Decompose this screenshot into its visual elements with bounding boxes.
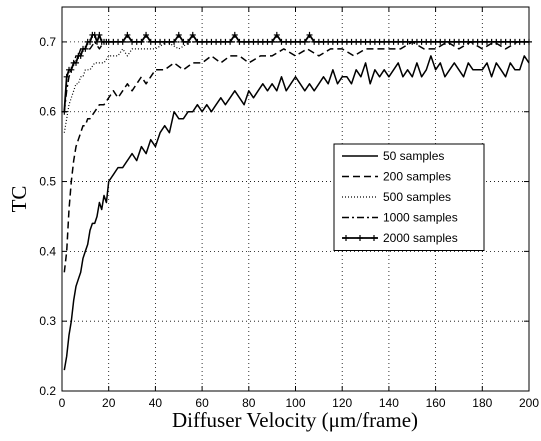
series-marker-4: [124, 31, 131, 38]
series-marker-4: [301, 38, 308, 45]
y-tick-label: 0.7: [39, 35, 56, 49]
series-line-0: [63, 55, 530, 371]
y-tick-label: 0.5: [39, 175, 56, 189]
legend-box: [333, 143, 485, 251]
series-marker-4: [63, 73, 70, 80]
x-tick-label: 0: [59, 396, 66, 410]
x-tick-label: 80: [242, 396, 256, 410]
plot-series: [61, 31, 532, 371]
y-tick-label: 0.3: [39, 314, 56, 328]
legend-label-0: 50 samples: [383, 149, 444, 163]
series-marker-4: [189, 31, 196, 38]
series-marker-4: [138, 38, 145, 45]
x-tick-label: 60: [195, 396, 209, 410]
series-marker-4: [82, 45, 89, 52]
x-tick-label: 200: [519, 396, 539, 410]
legend-label-2: 500 samples: [383, 190, 451, 204]
series-marker-4: [77, 52, 84, 59]
series-marker-4: [171, 38, 178, 45]
series-marker-4: [175, 31, 182, 38]
x-axis-title: Diffuser Velocity (μm/frame): [172, 408, 418, 432]
y-tick-label: 0.6: [39, 105, 56, 119]
legend-label-4: 2000 samples: [383, 231, 458, 245]
x-tick-label: 40: [149, 396, 163, 410]
legend-label-3: 1000 samples: [383, 211, 458, 225]
x-tick-label: 180: [472, 396, 492, 410]
y-axis-title: TC: [7, 186, 31, 213]
series-marker-4: [273, 31, 280, 38]
series-marker-4: [185, 38, 192, 45]
x-tick-label: 20: [102, 396, 116, 410]
y-tick-label: 0.4: [39, 244, 56, 258]
x-tick-label: 160: [426, 396, 446, 410]
y-tick-label: 0.2: [39, 384, 56, 398]
series-marker-4: [143, 31, 150, 38]
series-marker-4: [73, 59, 80, 66]
legend-marker-4: [357, 235, 363, 241]
legend-label-1: 200 samples: [383, 170, 451, 184]
legend: 50 samples 200 samples 500 samples 1000 sam…: [333, 143, 485, 251]
series-line-3: [63, 41, 529, 112]
series-marker-4: [119, 38, 126, 45]
series-line-4: [63, 34, 529, 112]
series-marker-4: [269, 38, 276, 45]
legend-marker-4: [371, 235, 377, 241]
axis-ticks: 0 20 40 60 80 100 120 140 160 180 200 0.2 0.3 0.4 0.5 0…: [39, 7, 539, 410]
series-marker-4: [231, 31, 238, 38]
legend-marker-4: [343, 235, 349, 241]
x-tick-label: 120: [332, 396, 352, 410]
series-line-1: [63, 41, 529, 273]
series-marker-4: [306, 31, 313, 38]
series-marker-4: [87, 38, 94, 45]
series-marker-4: [68, 66, 75, 73]
x-tick-label: 100: [285, 396, 305, 410]
series-marker-4: [227, 38, 234, 45]
series-marker-4: [96, 31, 103, 38]
x-tick-label: 140: [379, 396, 399, 410]
